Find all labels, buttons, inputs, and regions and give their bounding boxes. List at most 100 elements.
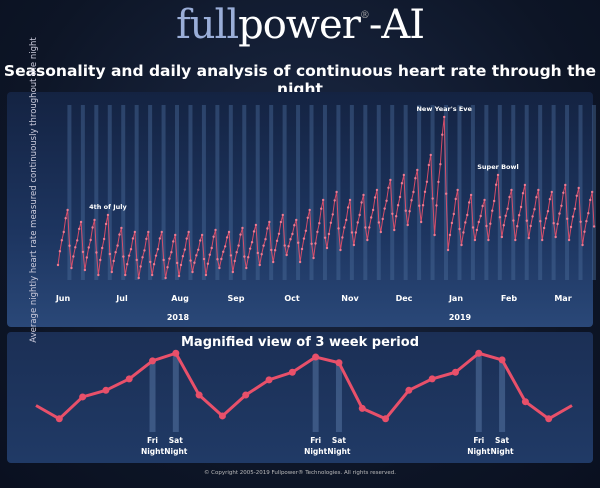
magnified-point — [149, 357, 157, 365]
data-point — [458, 227, 461, 231]
data-point — [579, 220, 582, 223]
weekend-band — [484, 105, 489, 280]
magnified-point — [102, 386, 110, 394]
data-point — [492, 199, 496, 203]
data-point — [475, 228, 479, 232]
data-point — [277, 232, 281, 235]
data-point — [58, 250, 62, 253]
marker-day-label: Fri — [310, 436, 321, 445]
data-point — [231, 270, 235, 274]
weekend-marker-bar — [335, 362, 342, 432]
marker-night-label: Night — [467, 447, 491, 456]
weekend-band — [269, 105, 274, 280]
data-point — [483, 198, 486, 202]
weekend-band — [121, 105, 126, 280]
month-label: Oct — [284, 294, 300, 303]
data-point — [546, 210, 550, 213]
data-point — [583, 230, 586, 233]
data-point — [135, 258, 138, 262]
data-point — [302, 237, 306, 240]
data-point — [414, 177, 417, 180]
data-point — [66, 208, 69, 212]
data-point — [177, 274, 181, 278]
data-point — [195, 254, 198, 257]
data-point — [396, 204, 400, 207]
data-point — [275, 239, 279, 243]
weekend-band — [296, 105, 301, 280]
data-point — [479, 214, 482, 218]
data-point — [404, 209, 407, 212]
data-point — [110, 270, 114, 274]
logo-power: power — [238, 2, 361, 48]
data-point — [443, 115, 446, 119]
weekend-marker-bar — [312, 357, 319, 432]
data-point — [362, 193, 365, 197]
marker-night-label: Night — [164, 447, 188, 456]
weekend-marker-bar — [475, 353, 482, 432]
data-point — [379, 230, 382, 234]
data-point — [325, 246, 329, 250]
data-point — [500, 235, 504, 239]
data-point — [197, 248, 200, 251]
data-point — [191, 270, 194, 274]
data-point — [283, 244, 286, 247]
data-point — [510, 188, 513, 192]
data-point — [521, 192, 525, 195]
data-point — [304, 229, 308, 232]
data-point — [444, 192, 448, 195]
data-point — [227, 230, 231, 234]
data-point — [206, 262, 210, 265]
weekend-band — [363, 105, 368, 280]
data-point — [293, 224, 296, 227]
data-point — [129, 248, 133, 251]
data-point — [437, 180, 440, 184]
magnified-point — [335, 359, 343, 367]
data-point — [76, 239, 79, 242]
data-point — [525, 219, 529, 222]
data-point — [402, 173, 406, 177]
data-point — [122, 255, 125, 258]
data-point — [464, 221, 467, 224]
data-point — [435, 204, 438, 207]
data-point — [573, 207, 577, 210]
data-point — [143, 249, 146, 252]
weekend-band — [511, 105, 516, 280]
data-point — [516, 225, 519, 228]
data-point — [296, 241, 300, 244]
data-point — [590, 190, 594, 194]
data-point — [250, 241, 254, 244]
marker-day-label: Fri — [473, 436, 484, 445]
data-point — [348, 198, 352, 202]
weekend-band — [107, 105, 112, 280]
data-point — [554, 235, 557, 239]
seasonality-panel — [7, 92, 593, 327]
data-point — [218, 266, 221, 270]
data-point — [289, 238, 292, 241]
magnified-point — [195, 391, 203, 399]
data-point — [291, 232, 294, 236]
weekend-band — [336, 105, 341, 280]
data-point — [306, 216, 309, 219]
month-label: Jan — [448, 294, 463, 303]
data-point — [481, 204, 484, 208]
data-point — [133, 230, 137, 234]
data-point — [170, 251, 173, 254]
data-point — [99, 258, 102, 262]
heart-rate-line — [57, 116, 595, 279]
data-point — [97, 273, 100, 277]
magnified-point — [125, 375, 133, 383]
data-point — [539, 220, 542, 223]
magnified-line — [35, 351, 573, 421]
data-point — [450, 221, 454, 225]
data-point — [164, 276, 167, 280]
marker-night-label: Night — [141, 447, 165, 456]
weekend-band — [67, 105, 72, 280]
data-point — [425, 180, 429, 183]
data-point — [412, 190, 415, 194]
data-point — [147, 230, 150, 234]
data-point — [585, 219, 588, 223]
data-point — [258, 263, 261, 267]
data-point — [320, 207, 323, 210]
marker-night-label: Night — [327, 447, 351, 456]
